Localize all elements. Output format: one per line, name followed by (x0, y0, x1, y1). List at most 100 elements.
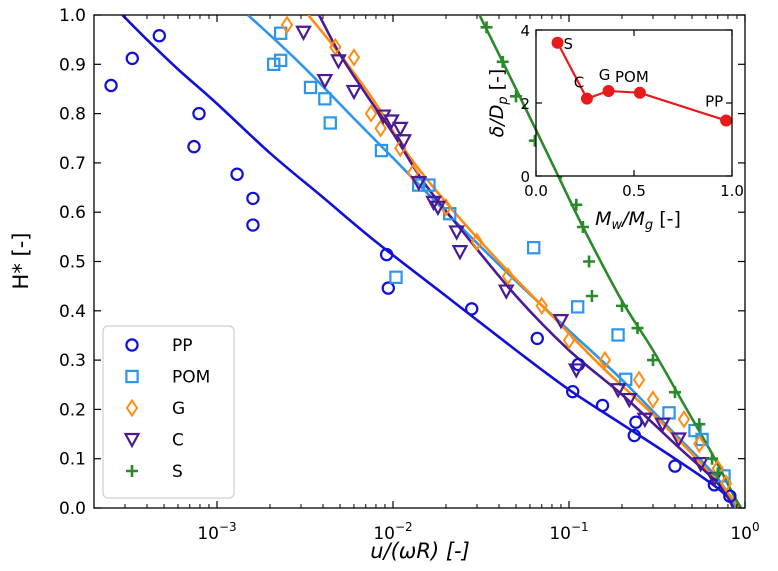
data-point-pom (374, 143, 389, 158)
legend-entry-pom: POM (125, 368, 210, 388)
inset-point (633, 86, 646, 99)
y-axis-label: H* [-] (9, 233, 33, 290)
data-point-pp (566, 384, 580, 399)
data-point-pom (303, 80, 318, 95)
data-point-pp (668, 459, 682, 473)
data-point-c (620, 392, 638, 409)
data-point-pom (389, 270, 403, 284)
data-point-s (615, 299, 628, 312)
inset-point-label: PP (705, 93, 723, 111)
legend-label: C (172, 431, 184, 451)
inset-y-tick-label: 2 (520, 95, 530, 113)
y-tick-label: 0.1 (59, 450, 86, 470)
inset-chart: S C G POM PP 0.0 0.5 1.0 0 2 4 Mw/Mg [-] δ/Dp [-] (486, 22, 744, 233)
main-axes: 0.0 0.1 0.2 0.3 0.4 0.5 0.6 0.7 0.8 0.9 1.0 10−3 10−… (59, 6, 760, 544)
data-point-c (316, 73, 334, 90)
y-tick-label: 0.7 (59, 154, 86, 174)
series-c (295, 25, 723, 488)
data-point-c (391, 121, 409, 138)
inset-point-label: S (564, 35, 574, 53)
data-point-c (692, 457, 710, 473)
data-point-pp (125, 51, 139, 66)
data-point-c (552, 314, 570, 330)
data-point-c (330, 54, 347, 70)
data-point-g (562, 331, 576, 350)
data-point-c (345, 84, 363, 101)
data-point-pom (323, 116, 337, 130)
inset-x-axis-label: Mw/Mg [-] (595, 208, 681, 233)
data-point-g (347, 48, 361, 67)
x-tick-label: 10−2 (373, 520, 412, 544)
data-point-pom (662, 406, 676, 420)
data-point-s (706, 452, 719, 465)
data-point-pp (465, 302, 479, 316)
inset-axes: 0.0 0.5 1.0 0 2 4 (520, 22, 743, 200)
x-tick-label: 10−3 (197, 520, 236, 544)
data-point-s (631, 322, 644, 335)
data-point-pp (530, 331, 544, 346)
data-point-pom (273, 26, 288, 40)
data-point-s (583, 255, 596, 268)
data-point-pp (629, 415, 643, 429)
inset-point-label: POM (615, 68, 649, 86)
inset-point (720, 114, 732, 127)
legend-label: POM (172, 368, 210, 388)
y-tick-label: 0.3 (59, 351, 86, 371)
data-point-pom (619, 372, 633, 387)
legend-entry-pp: PP (125, 336, 193, 356)
data-point-g (646, 390, 660, 409)
data-point-pp (627, 428, 642, 443)
x-tick-label: 10−1 (549, 520, 588, 544)
inset-point (580, 92, 593, 105)
y-tick-label: 0.2 (59, 400, 86, 420)
data-point-c (448, 225, 466, 241)
data-point-g (470, 232, 484, 252)
fit-line-pp (121, 15, 740, 508)
y-tick-label: 1.0 (59, 6, 86, 26)
data-point-pom (318, 92, 332, 106)
data-point-pp (723, 489, 737, 503)
inset-y-tick-label: 0 (520, 168, 530, 186)
legend-entry-g: G (125, 398, 185, 419)
inset-x-tick-label: 1.0 (720, 182, 744, 200)
legend-label: S (172, 462, 183, 482)
legend-entry-c: C (123, 431, 184, 451)
legend-label: PP (172, 336, 193, 356)
inset-y-axis-label: δ/Dp [-] (486, 69, 511, 138)
data-point-pom (267, 57, 281, 72)
data-point-pp (595, 398, 610, 413)
inset-point-label: C (574, 74, 584, 92)
inset-y-tick-label: 4 (520, 22, 530, 40)
data-point-c (429, 200, 447, 217)
inset-x-tick-label: 0.0 (524, 182, 548, 200)
data-point-pp (707, 478, 722, 492)
fit-line-g (307, 15, 740, 508)
data-point-s (693, 418, 706, 431)
x-tick-label: 100 (730, 520, 759, 544)
data-point-pom (570, 300, 585, 314)
data-point-g (677, 409, 691, 429)
y-tick-label: 0.5 (59, 253, 86, 273)
data-point-s (585, 290, 598, 303)
y-tick-label: 0.9 (59, 55, 86, 75)
inset-point-label: G (599, 66, 611, 84)
data-point-pp (379, 247, 394, 262)
legend: PP POM GCS (102, 325, 235, 499)
legend-marker-pom (125, 369, 139, 384)
data-point-pp (381, 281, 395, 295)
data-point-s (668, 386, 681, 399)
data-point-g (719, 474, 733, 493)
x-axis-label: u/(ωR) [-] (370, 539, 470, 563)
data-point-pp (230, 167, 244, 181)
data-point-c (654, 417, 671, 433)
data-point-pp (152, 29, 167, 43)
y-tick-label: 0.4 (59, 302, 86, 322)
inset-background (536, 30, 732, 176)
data-point-g (501, 266, 515, 286)
data-point-pp (246, 191, 260, 206)
data-point-pom (273, 53, 288, 68)
data-point-c (383, 114, 400, 130)
data-point-g (364, 104, 378, 123)
data-point-g (693, 434, 706, 454)
